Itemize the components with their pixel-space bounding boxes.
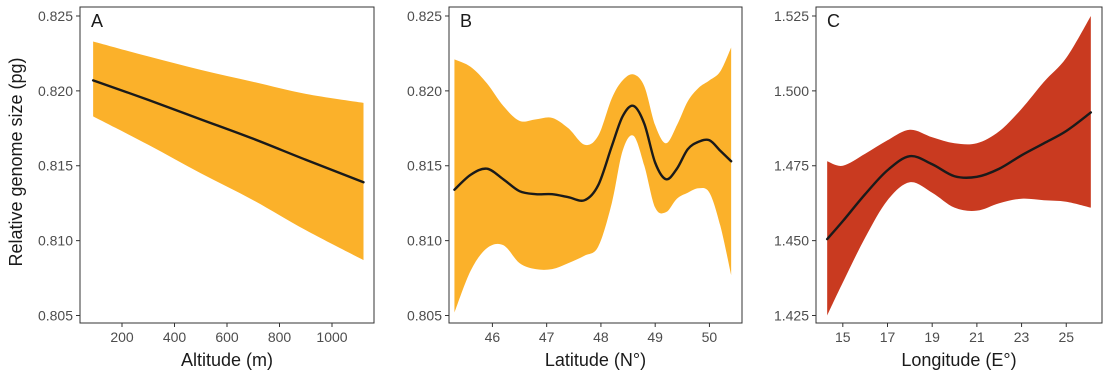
x-axis-title: Latitude (N°) (545, 350, 646, 370)
x-tick-label: 19 (924, 329, 940, 345)
x-tick-label: 200 (110, 329, 134, 345)
y-tick-label: 1.475 (774, 158, 809, 174)
panel-label: B (460, 11, 472, 31)
y-tick-label: 0.825 (407, 8, 442, 24)
x-tick-label: 25 (1058, 329, 1074, 345)
y-tick-label: 0.820 (38, 83, 73, 99)
x-axis-title: Longitude (E°) (901, 350, 1016, 370)
panel-a: 0.805 0.810 0.815 0.820 0.825 200 400 600 800 100… (38, 6, 375, 370)
plot-area (825, 15, 1093, 316)
y-tick-label: 0.815 (407, 158, 442, 174)
x-tick-label: 46 (485, 329, 501, 345)
x-tick-label: 17 (880, 329, 896, 345)
plot-area (91, 41, 365, 261)
x-tick-label: 50 (702, 329, 718, 345)
x-tick-label: 400 (163, 329, 187, 345)
y-tick-label: 1.450 (774, 233, 809, 249)
x-tick-label: 15 (835, 329, 851, 345)
y-tick-label: 0.805 (407, 308, 442, 324)
x-tick-label: 48 (593, 329, 609, 345)
y-tick-label: 0.810 (407, 233, 442, 249)
plot-area (453, 47, 733, 313)
confidence-band (93, 41, 364, 261)
panel-label: C (827, 11, 840, 31)
y-tick-label: 0.805 (38, 308, 73, 324)
x-tick-label: 47 (539, 329, 555, 345)
panel-border (815, 6, 1103, 324)
y-tick-label: 0.810 (38, 233, 73, 249)
panel-c: 1.425 1.450 1.475 1.500 1.525 15 17 19 21 23 25 Lon… (774, 6, 1103, 370)
y-tick-label: 1.525 (774, 8, 809, 24)
x-tick-label: 21 (969, 329, 985, 345)
confidence-band (827, 15, 1091, 316)
fit-line (91, 79, 365, 184)
x-tick-label: 23 (1014, 329, 1030, 345)
panel-label: A (91, 11, 103, 31)
x-tick-label: 1000 (316, 329, 347, 345)
y-axis-title: Relative genome size (pg) (6, 57, 26, 266)
y-tick-label: 1.425 (774, 308, 809, 324)
x-axis-title: Altitude (m) (181, 350, 273, 370)
confidence-band (454, 47, 732, 313)
panel-b: 0.805 0.810 0.815 0.820 0.825 46 47 48 49 50 Latit… (407, 6, 743, 370)
y-tick-label: 1.500 (774, 83, 809, 99)
y-tick-label: 0.825 (38, 8, 73, 24)
chart-panels: 0.805 0.810 0.815 0.820 0.825 200 400 600 800 100… (38, 6, 1103, 370)
x-tick-label: 800 (268, 329, 292, 345)
y-tick-label: 0.815 (38, 158, 73, 174)
x-tick-label: 49 (647, 329, 663, 345)
fit-line (825, 111, 1093, 241)
x-tick-label: 600 (215, 329, 239, 345)
fit-line (453, 104, 733, 202)
panel-border (448, 6, 743, 324)
y-tick-label: 0.820 (407, 83, 442, 99)
